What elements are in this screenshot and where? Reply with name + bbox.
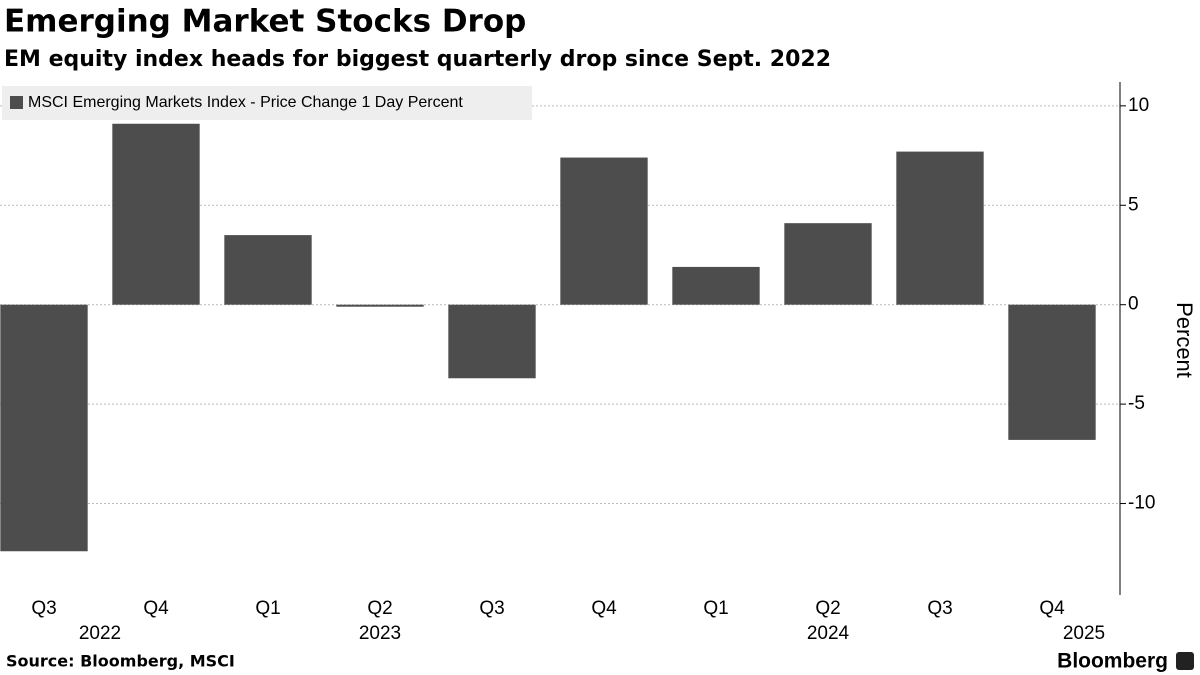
y-tick-label: -10 — [1128, 493, 1155, 514]
y-tick-label: 5 — [1128, 194, 1139, 215]
x-tick-label: Q4 — [1039, 598, 1065, 619]
x-year-label: 2025 — [1063, 623, 1105, 644]
bar — [672, 266, 760, 305]
legend-label: MSCI Emerging Markets Index - Price Chan… — [28, 94, 463, 111]
x-tick-label: Q3 — [927, 598, 952, 619]
chart-subtitle: EM equity index heads for biggest quarte… — [4, 47, 831, 72]
bar — [784, 223, 872, 305]
y-tick-label: 0 — [1128, 294, 1139, 315]
x-year-label: 2024 — [807, 623, 850, 644]
bar — [0, 304, 88, 552]
x-tick-label: Q4 — [591, 598, 617, 619]
x-year-label: 2022 — [79, 623, 121, 644]
x-year-label: 2023 — [359, 623, 401, 644]
brand-icon — [1176, 652, 1194, 670]
x-tick-label: Q1 — [255, 598, 280, 619]
legend-box — [2, 86, 532, 120]
brand: Bloomberg — [1057, 650, 1168, 673]
x-tick-label: Q4 — [143, 598, 169, 619]
bar — [896, 151, 984, 305]
x-tick-label: Q2 — [815, 598, 840, 619]
source-note: Source: Bloomberg, MSCI — [6, 652, 235, 671]
y-axis-title: Percent — [1172, 302, 1197, 378]
x-tick-label: Q3 — [479, 598, 504, 619]
bar — [224, 235, 312, 305]
bar — [336, 304, 424, 307]
bar — [1008, 304, 1096, 440]
legend-swatch — [10, 96, 23, 109]
bar — [112, 123, 200, 305]
y-tick-label: -5 — [1128, 393, 1145, 414]
x-tick-label: Q2 — [367, 598, 392, 619]
y-tick-label: 10 — [1128, 95, 1149, 116]
bar — [560, 157, 648, 305]
chart-title: Emerging Market Stocks Drop — [4, 4, 526, 40]
plot-area: 10 5 0 -5 -10 Q3 2022 Q4 Q1 Q2 2023 Q3 Q4 Q1 Q2 2024 Q3 Q… — [0, 82, 1155, 644]
bar — [448, 304, 536, 379]
x-tick-label: Q3 — [31, 598, 56, 619]
x-tick-label: Q1 — [703, 598, 728, 619]
